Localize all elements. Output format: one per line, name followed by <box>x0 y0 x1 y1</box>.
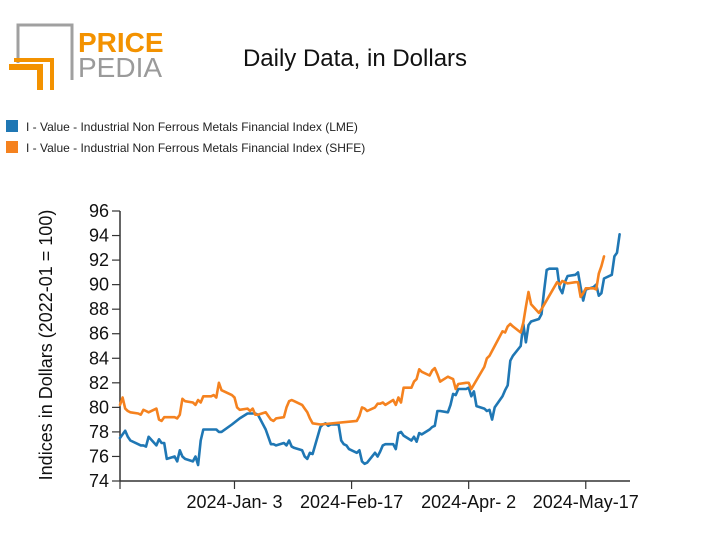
x-ticks: 2024-Jan- 3 2024-Feb-17 2024-Apr- 2 2024-Ma… <box>119 481 639 512</box>
y-tick-label: 90 <box>89 275 109 295</box>
logo-mark-orange-inner <box>14 58 54 90</box>
y-tick-label: 88 <box>89 299 109 319</box>
chart-title: Daily Data, in Dollars <box>243 45 467 72</box>
logo-mark-orange-outer <box>9 64 43 90</box>
x-tick-label: 2024-Feb-17 <box>300 492 403 512</box>
y-tick-label: 92 <box>89 250 109 270</box>
y-tick-label: 74 <box>89 471 109 491</box>
y-tick-label: 94 <box>89 226 109 246</box>
legend-item-lme[interactable]: I - Value - Industrial Non Ferrous Metal… <box>6 120 358 134</box>
x-tick-label: 2024-Jan- 3 <box>186 492 282 512</box>
legend-item-shfe[interactable]: I - Value - Industrial Non Ferrous Metal… <box>6 141 365 155</box>
y-tick-label: 82 <box>89 373 109 393</box>
y-axis-label: Indices in Dollars (2022-01 = 100) <box>36 210 56 481</box>
logo-word-price: PRICE <box>78 27 164 58</box>
y-tick-label: 80 <box>89 397 109 417</box>
logo-mark-icon <box>9 23 74 90</box>
logo-word-pedia: PEDIA <box>78 52 162 83</box>
legend: I - Value - Industrial Non Ferrous Metal… <box>6 120 365 155</box>
y-tick-label: 78 <box>89 422 109 442</box>
legend-swatch-lme <box>6 120 18 132</box>
y-tick-label: 84 <box>89 348 109 368</box>
logo-mark-gray <box>16 23 74 80</box>
y-tick-label: 96 <box>89 201 109 221</box>
series-line-shfe[interactable] <box>118 255 606 426</box>
y-ticks: 74 76 78 80 82 84 86 88 90 92 94 96 <box>89 201 120 491</box>
x-tick-label: 2024-May-17 <box>533 492 639 512</box>
legend-label-shfe: I - Value - Industrial Non Ferrous Metal… <box>26 141 365 155</box>
series-lines <box>118 233 621 467</box>
legend-label-lme: I - Value - Industrial Non Ferrous Metal… <box>26 120 358 134</box>
series-line-lme[interactable] <box>118 233 621 467</box>
x-tick-label: 2024-Apr- 2 <box>421 492 516 512</box>
y-tick-label: 86 <box>89 324 109 344</box>
pricepedia-logo[interactable]: PRICE PEDIA <box>9 23 164 90</box>
y-tick-label: 76 <box>89 446 109 466</box>
legend-swatch-shfe <box>6 141 18 153</box>
